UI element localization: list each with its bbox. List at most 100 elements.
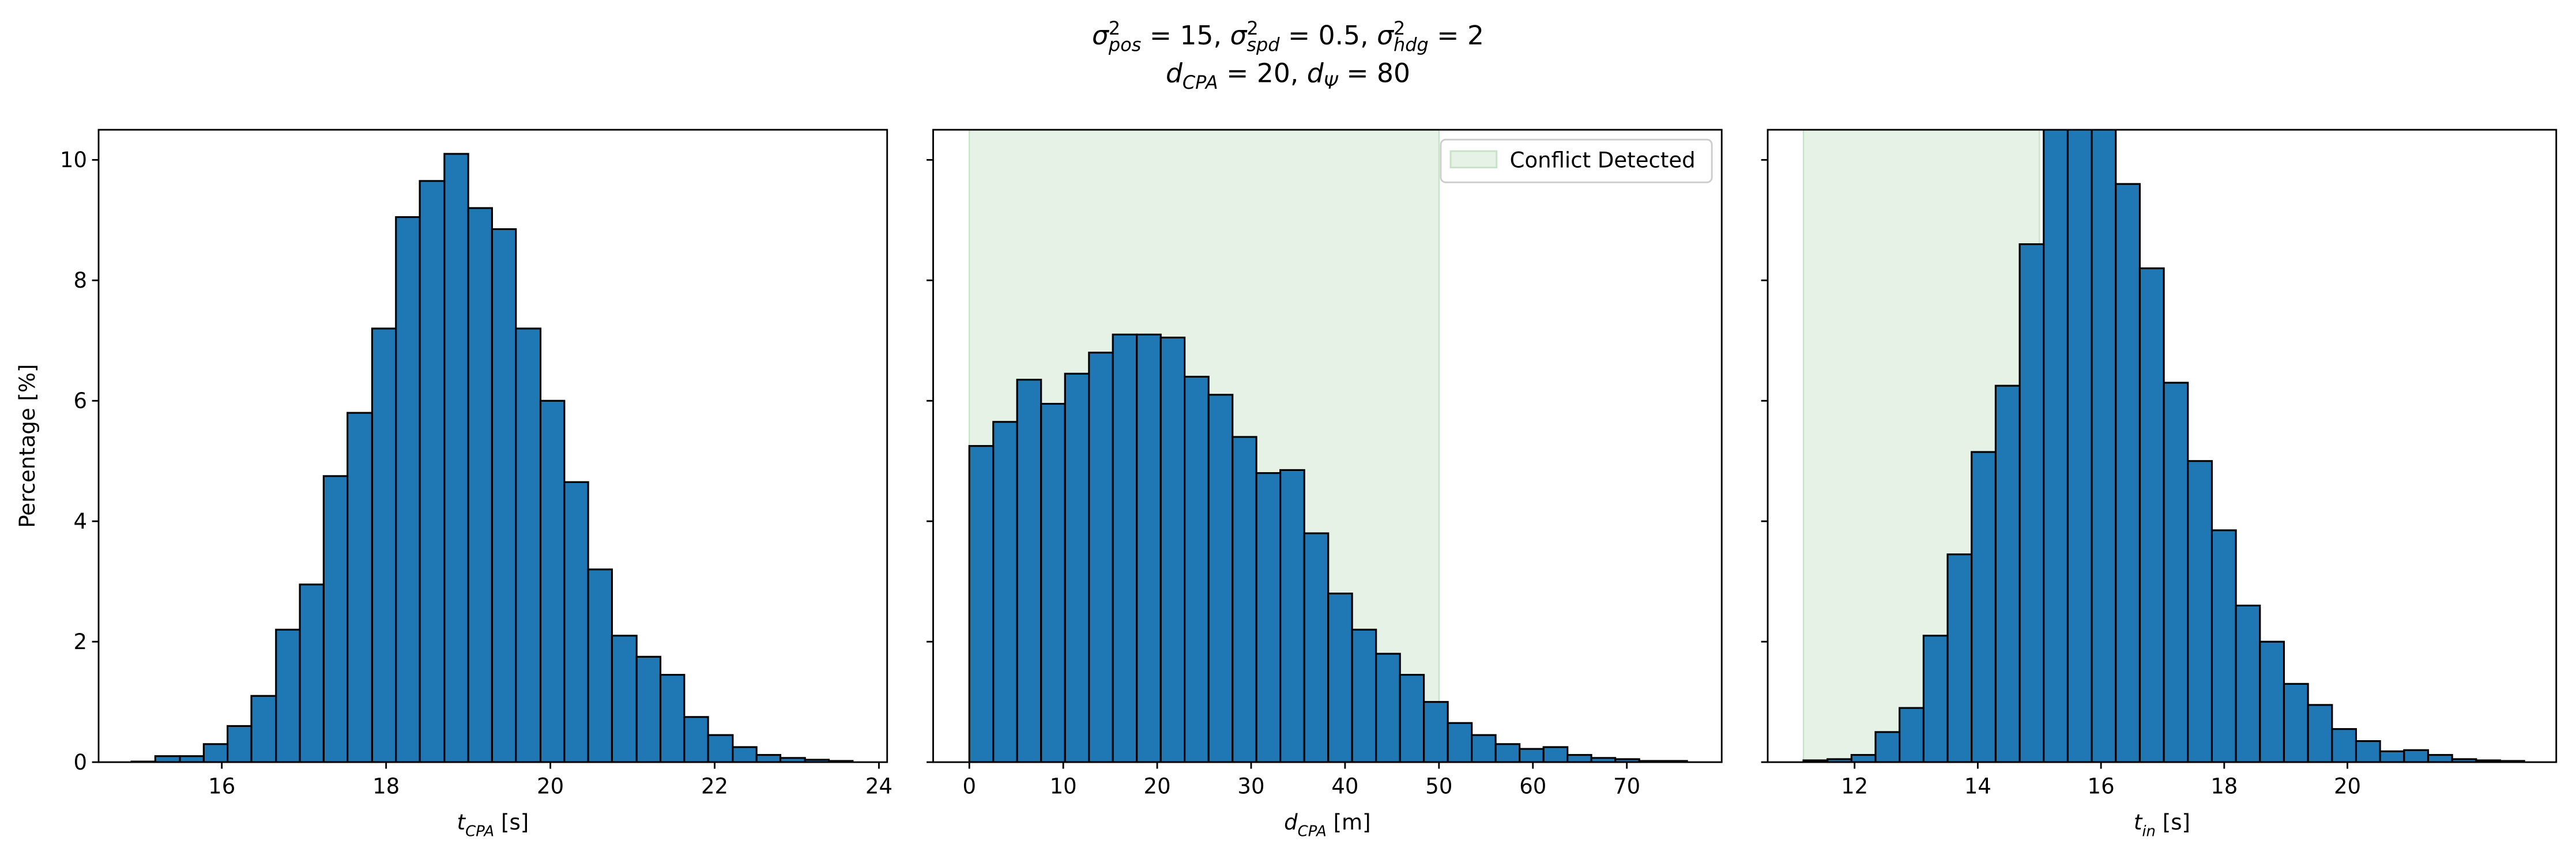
bar: [2379, 750, 2405, 763]
bar: [1231, 436, 1257, 763]
bar: [1566, 754, 1592, 763]
bar: [443, 153, 469, 763]
bar: [611, 635, 638, 763]
bar: [1136, 333, 1162, 763]
bar: [2259, 640, 2285, 763]
text-part: = 15,: [1141, 20, 1230, 51]
bar: [1088, 352, 1114, 763]
bar: [2283, 683, 2309, 763]
y-tick-label: 0: [74, 750, 88, 775]
math-base: σ: [1230, 20, 1248, 51]
suptitle-line: σ2 pos = 15, σ2 spd = 0.5, σ2 hdg = 2: [1092, 17, 1484, 55]
bar: [2115, 183, 2141, 763]
x-tick-label: 70: [1613, 774, 1640, 798]
bar: [732, 746, 758, 763]
x-tick-label: 40: [1331, 774, 1358, 798]
math-base: d: [1284, 810, 1298, 835]
bar: [2043, 130, 2069, 763]
bar: [968, 445, 995, 763]
math-base: t: [2134, 810, 2143, 835]
text-part: = 0.5,: [1280, 20, 1377, 51]
plot-area: [130, 153, 854, 763]
bar: [707, 734, 734, 763]
bar: [563, 481, 589, 763]
bar: [2235, 604, 2261, 763]
bar: [179, 755, 205, 763]
bar: [395, 216, 421, 763]
x-tick-label: 18: [372, 774, 400, 798]
bar: [755, 754, 782, 763]
bar: [683, 716, 709, 763]
bar: [1064, 372, 1090, 763]
bar: [1112, 333, 1138, 763]
y-tick-label: 4: [74, 509, 88, 534]
math-sub: hdg: [1394, 33, 1429, 55]
bar: [1542, 746, 1569, 763]
x-tick-label: 14: [1964, 774, 1991, 798]
x-tick-label: 16: [2088, 774, 2115, 798]
math-sup: 2: [1109, 17, 1120, 39]
axes-frame: [932, 129, 1723, 763]
y-tick-label: 10: [60, 148, 87, 172]
math-base: σ: [1092, 20, 1110, 51]
y-axis-label: Percentage [%]: [15, 364, 40, 528]
x-tick-label: 22: [701, 774, 728, 798]
bar: [1399, 674, 1425, 763]
bar: [299, 583, 325, 763]
x-axis-label: tin [s]: [2134, 810, 2190, 840]
bar: [1184, 375, 1210, 763]
bar: [587, 568, 613, 763]
bar: [2091, 130, 2117, 763]
math-sub: CPA: [1298, 823, 1327, 840]
text-part: [m]: [1327, 810, 1371, 835]
bar: [635, 655, 662, 763]
x-tick-label: 24: [865, 774, 892, 798]
bar: [1447, 722, 1473, 763]
bar: [371, 327, 397, 763]
x-tick-label: 60: [1519, 774, 1546, 798]
x-tick-label: 20: [1144, 774, 1171, 798]
bar: [1874, 731, 1901, 763]
x-tick-label: 0: [962, 774, 976, 798]
math-sub: in: [2142, 823, 2156, 840]
bar: [2307, 704, 2333, 763]
text-part: [s]: [2156, 810, 2190, 835]
bar: [1040, 402, 1066, 763]
x-tick-label: 50: [1425, 774, 1452, 798]
math-sub: pos: [1108, 33, 1141, 55]
x-tick-label: 10: [1050, 774, 1077, 798]
x-tick-label: 16: [208, 774, 235, 798]
bar: [1850, 754, 1877, 763]
bar: [202, 743, 229, 763]
bar: [1279, 469, 1305, 763]
y-tick-label: 6: [74, 389, 88, 413]
bar: [1423, 701, 1449, 763]
x-tick-label: 30: [1237, 774, 1264, 798]
bar: [227, 725, 253, 763]
text-part: = 80: [1338, 58, 1410, 88]
x-axis-label: tCPA [s]: [457, 810, 529, 840]
bar: [1327, 593, 1353, 763]
bar: [1899, 707, 1925, 763]
bar: [154, 755, 181, 763]
bar: [2331, 728, 2357, 763]
bar: [1494, 743, 1521, 763]
bar: [2355, 740, 2381, 763]
math-sub: CPA: [465, 823, 494, 840]
plot-area: [1802, 130, 2525, 763]
legend-swatch: [1449, 150, 1498, 169]
bar: [1471, 734, 1497, 763]
math-base: d: [1166, 58, 1183, 88]
bar: [467, 207, 494, 763]
y-tick-label: 2: [74, 629, 88, 654]
bar: [2427, 754, 2453, 763]
bar: [322, 475, 349, 763]
bar: [2018, 243, 2045, 763]
bar: [2066, 130, 2093, 763]
math-sub: spd: [1246, 33, 1280, 55]
bar: [992, 421, 1018, 763]
text-part: = 20,: [1218, 58, 1307, 88]
bar: [2210, 529, 2237, 763]
